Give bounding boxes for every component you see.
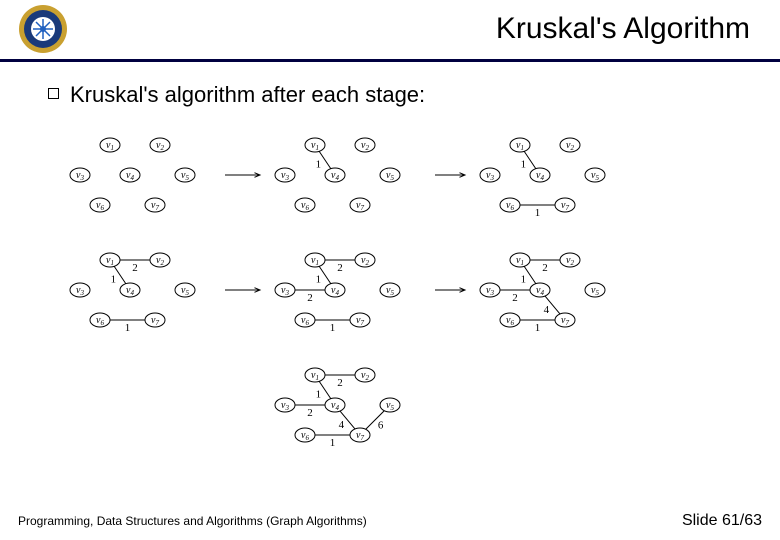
svg-text:1: 1 <box>535 207 541 219</box>
svg-text:1: 1 <box>535 322 541 334</box>
svg-text:2: 2 <box>337 262 343 274</box>
kruskal-diagram: v1v2v3v4v5v6v71v1v2v3v4v5v6v711v1v2v3v4v… <box>50 120 750 480</box>
header: Kruskal's Algorithm <box>0 0 780 62</box>
svg-text:2: 2 <box>542 262 548 274</box>
page-title: Kruskal's Algorithm <box>496 12 750 46</box>
svg-text:2: 2 <box>307 407 313 419</box>
svg-text:2: 2 <box>307 292 313 304</box>
svg-text:1: 1 <box>125 322 131 334</box>
svg-text:4: 4 <box>339 419 345 431</box>
svg-text:1: 1 <box>111 273 117 285</box>
svg-text:1: 1 <box>316 273 322 285</box>
footer-left: Programming, Data Structures and Algorit… <box>18 514 367 528</box>
bullet-text: Kruskal's algorithm after each stage: <box>70 82 425 108</box>
logo <box>18 4 68 54</box>
svg-text:2: 2 <box>512 292 518 304</box>
svg-text:1: 1 <box>521 273 527 285</box>
svg-text:2: 2 <box>132 262 138 274</box>
svg-text:1: 1 <box>521 158 527 170</box>
svg-text:1: 1 <box>330 437 336 449</box>
svg-text:2: 2 <box>337 377 343 389</box>
bullet-icon <box>48 88 59 99</box>
svg-text:4: 4 <box>544 304 550 316</box>
svg-text:1: 1 <box>330 322 336 334</box>
footer-right: Slide 61/63 <box>682 512 762 530</box>
svg-text:1: 1 <box>316 158 322 170</box>
svg-text:1: 1 <box>316 388 322 400</box>
svg-text:6: 6 <box>378 420 384 432</box>
